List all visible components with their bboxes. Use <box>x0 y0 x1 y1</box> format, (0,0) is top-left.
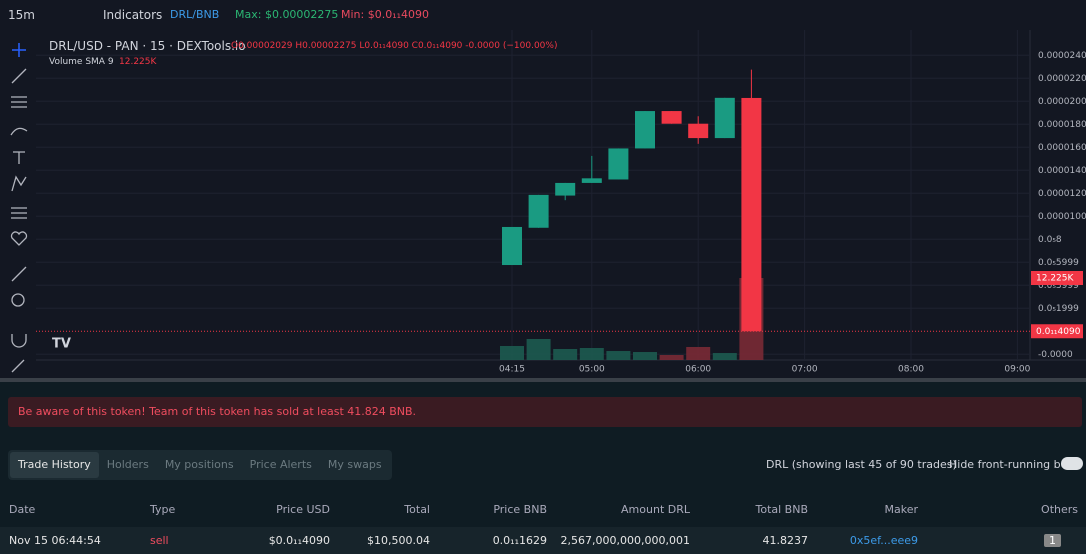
x-tick-label: 08:00 <box>898 365 924 375</box>
tab: My swaps <box>327 458 382 471</box>
volume-badge <box>1031 271 1083 285</box>
volume-bar <box>659 355 684 360</box>
column-header[interactable]: Type <box>150 503 176 516</box>
candle-body <box>635 111 655 149</box>
y-tick-label: 0.0₅5999 <box>1038 258 1079 268</box>
volume-bar <box>712 353 737 360</box>
x-tick-label: 09:00 <box>1004 365 1030 375</box>
pair[interactable]: DRL/BNB <box>170 8 220 21</box>
y-tick-label: 0.0₅3999 <box>1038 281 1079 291</box>
table-cell: $0.0₁₁4090 <box>268 534 330 547</box>
column-header[interactable]: Total BNB <box>755 503 808 516</box>
tab: Price Alerts <box>249 458 312 471</box>
x-tick-label: 05:00 <box>579 365 605 375</box>
candle-body <box>502 226 522 266</box>
column-header[interactable]: Total <box>404 503 430 516</box>
volume-bar <box>526 339 551 360</box>
candle-body <box>741 97 762 332</box>
hide-bots[interactable]: Hide front-running bots <box>949 458 1078 471</box>
table-cell: 0.0₁₁1629 <box>492 534 547 547</box>
column-header[interactable]: Date <box>9 503 36 516</box>
min-price: Min: $0.0₁₁4090 <box>341 8 430 21</box>
interval[interactable]: 15m <box>8 8 35 22</box>
column-header[interactable]: Maker <box>884 503 919 516</box>
volume-bar <box>633 352 657 360</box>
table-cell: $10,500.04 <box>367 534 430 547</box>
table-cell: 41.8237 <box>762 534 809 547</box>
separator <box>0 378 1086 382</box>
warning-text: Be aware of this token! Team of this tok… <box>18 405 417 418</box>
volume-sma: Volume SMA 9 <box>49 57 114 67</box>
y-tick-label: 0.0₅8 <box>1038 235 1062 245</box>
tab: Holders <box>106 458 149 471</box>
y-tick-label: 0.0₅1999 <box>1038 304 1079 314</box>
volume-bar <box>500 346 524 360</box>
volume-sma-value: 12.225K <box>119 57 157 67</box>
toolbar <box>0 0 1086 30</box>
ohlc: O0.00002029 H0.00002275 L0.0₁₁4090 C0.0₁… <box>231 41 558 51</box>
tabs: Trade History Holders My positions Price Al… <box>8 450 392 480</box>
x-tick-label: 07:00 <box>792 365 818 375</box>
price-badge <box>1031 324 1083 339</box>
volume-bar <box>553 348 578 360</box>
x-tick-label: 04:15 <box>499 365 525 375</box>
candle-body <box>528 194 549 228</box>
tv-logo: TV <box>52 337 71 352</box>
toggle[interactable] <box>1061 457 1083 470</box>
tab: My positions <box>164 458 234 471</box>
price-badge-label: 0.0₁₁4090 <box>1036 327 1081 337</box>
table-cell: Nov 15 06:44:54 <box>9 534 101 547</box>
table-row-bg <box>0 527 1086 554</box>
candle-body <box>714 97 735 139</box>
column-header[interactable]: Price USD <box>276 503 330 516</box>
tool-icons <box>10 68 28 373</box>
table-cell: sell <box>150 534 169 547</box>
warning-banner <box>8 397 1082 427</box>
y-tick-label: -0.0000 <box>1038 350 1073 360</box>
column-header[interactable]: Amount DRL <box>621 503 690 516</box>
max-price: Max: $0.00002275 <box>235 8 339 21</box>
indicators[interactable]: Indicators <box>103 8 163 22</box>
candle-body <box>661 111 682 124</box>
x-tick-label: 06:00 <box>685 365 711 375</box>
volume-bar <box>686 346 711 360</box>
table-cell: 0x5ef...eee9 <box>849 534 918 547</box>
volume-bar <box>606 351 631 360</box>
candle-body <box>688 123 709 139</box>
chart-title: DRL/USD - PAN · 15 · DEXTools.io <box>49 39 246 53</box>
candle-body <box>555 182 576 196</box>
tab: Trade History <box>10 452 99 478</box>
column-header[interactable]: Others <box>1041 503 1078 516</box>
table-cell: 1 <box>1044 534 1061 547</box>
volume-badge-label: 12.225K <box>1036 274 1074 284</box>
candle-body <box>608 148 629 180</box>
candle-body <box>581 178 602 183</box>
trades-info: DRL (showing last 45 of 90 trades) <box>766 458 957 471</box>
volume-bar <box>579 347 604 360</box>
table-cell: 2,567,000,000,000,001 <box>560 534 690 547</box>
tool-icons <box>12 43 26 57</box>
column-header[interactable]: Price BNB <box>493 503 547 516</box>
